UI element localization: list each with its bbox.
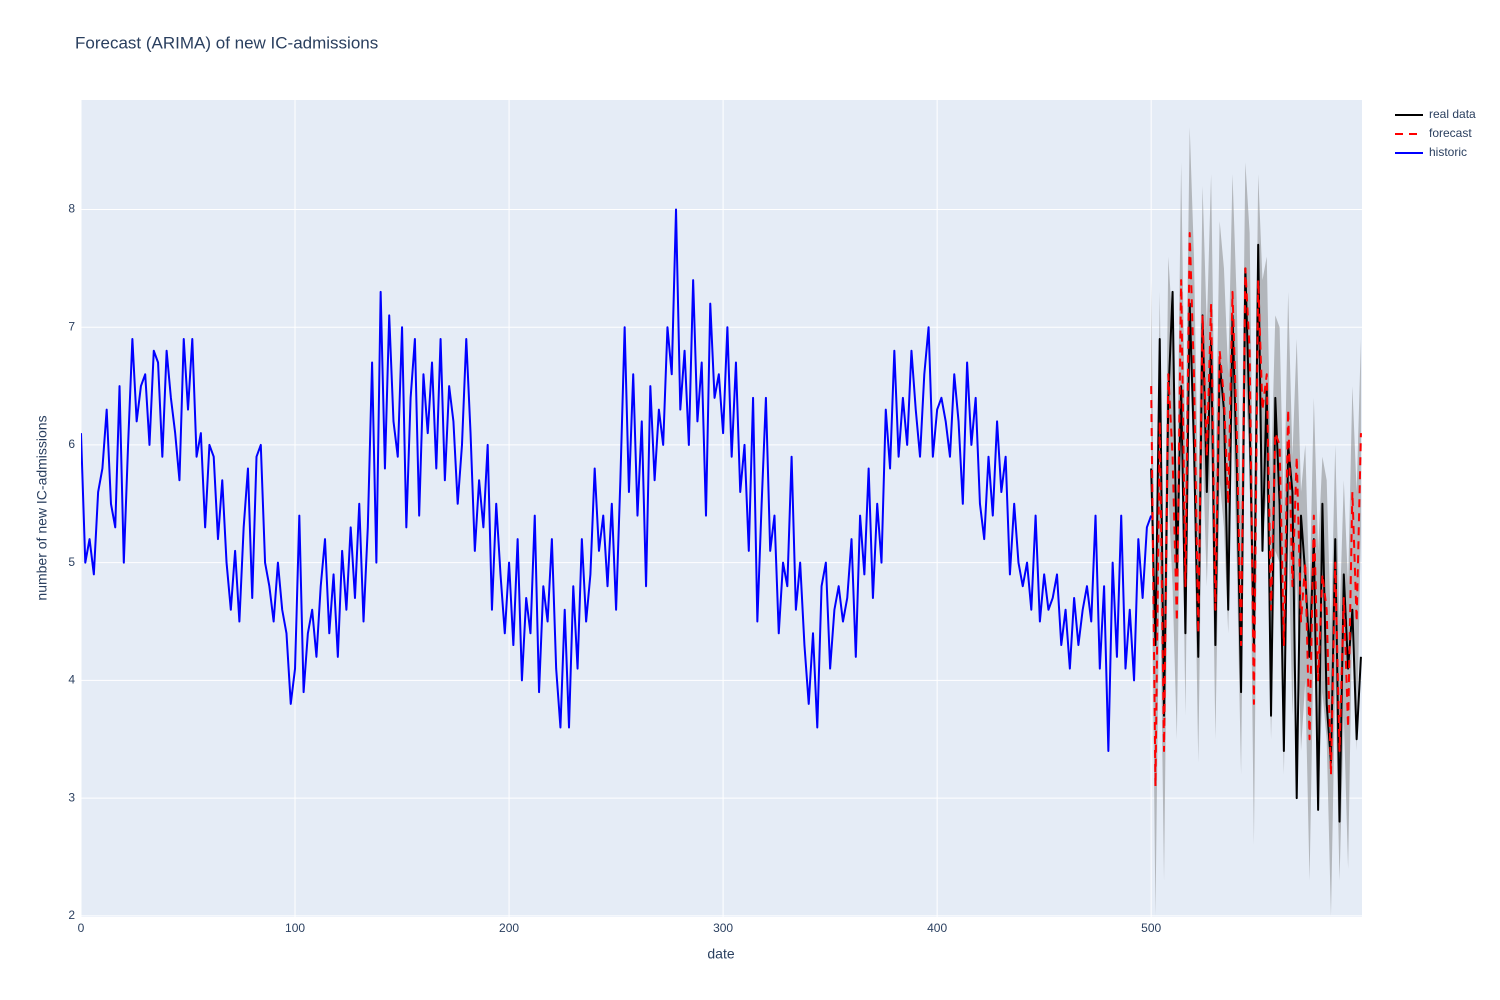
series-line (1150, 232, 1362, 788)
y-tick-label: 3 (68, 790, 75, 804)
y-tick-label: 6 (68, 437, 75, 451)
x-tick-label: 0 (78, 921, 85, 935)
x-tick-label: 300 (713, 921, 733, 935)
x-tick-label: 100 (285, 921, 305, 935)
chart-title: Forecast (ARIMA) of new IC-admissions (75, 33, 378, 52)
y-tick-label: 4 (68, 673, 75, 687)
legend-label: historic (1429, 145, 1467, 159)
plot-background (81, 100, 1362, 917)
plot-area (81, 127, 1362, 916)
y-tick-label: 2 (68, 908, 75, 922)
legend-label: forecast (1429, 126, 1472, 140)
y-tick-label: 8 (68, 202, 75, 216)
x-tick-label: 500 (1141, 921, 1161, 935)
series-line (81, 208, 1153, 753)
x-tick-label: 400 (927, 921, 947, 935)
y-tick-label: 7 (68, 319, 75, 333)
x-axis-title: date (707, 946, 734, 962)
y-axis-title: number of new IC-admissions (34, 415, 50, 600)
x-tick-label: 200 (499, 921, 519, 935)
legend-label: real data (1429, 107, 1476, 121)
y-tick-label: 5 (68, 555, 75, 569)
